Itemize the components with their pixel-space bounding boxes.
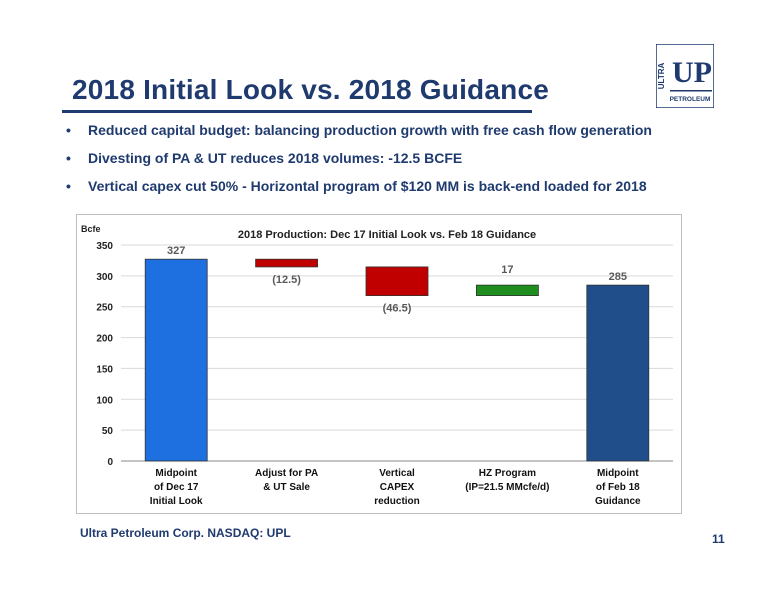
data-label: 285 — [609, 271, 627, 283]
bullet-item: • Reduced capital budget: balancing produ… — [66, 122, 652, 138]
svg-text:PETROLEUM: PETROLEUM — [670, 96, 711, 103]
bar-start-total — [144, 258, 208, 462]
bar-increase — [475, 284, 539, 297]
x-category-label: of Dec 17 — [154, 482, 199, 493]
y-tick-label: 200 — [96, 334, 113, 345]
x-category-label: of Feb 18 — [596, 482, 640, 493]
x-category-label: reduction — [374, 496, 420, 507]
svg-text:UP: UP — [672, 56, 712, 89]
x-category-label: & UT Sale — [263, 482, 310, 493]
x-category-label: Guidance — [595, 496, 641, 507]
page-title: 2018 Initial Look vs. 2018 Guidance — [72, 74, 549, 105]
footer-text: Ultra Petroleum Corp. NASDAQ: UPL — [80, 526, 291, 540]
x-category-label: Midpoint — [597, 468, 639, 479]
waterfall-chart: 2018 Production: Dec 17 Initial Look vs.… — [76, 214, 682, 514]
x-category-label: HZ Program — [479, 468, 536, 479]
y-tick-label: 0 — [107, 457, 113, 468]
y-axis-label: Bcfe — [81, 224, 101, 234]
ultra-petroleum-logo: ULTRA UP PETROLEUM — [655, 43, 715, 109]
chart-title: 2018 Production: Dec 17 Initial Look vs.… — [238, 229, 536, 241]
x-category-label: Adjust for PA — [255, 468, 318, 479]
x-category-label: Midpoint — [155, 468, 197, 479]
y-tick-label: 150 — [96, 364, 113, 375]
x-category-label: CAPEX — [380, 482, 415, 493]
bullet-icon: • — [66, 122, 71, 138]
bullet-list: • Reduced capital budget: balancing produ… — [66, 120, 652, 204]
chart-canvas: 2018 Production: Dec 17 Initial Look vs.… — [81, 224, 673, 507]
y-tick-label: 250 — [96, 303, 113, 314]
bullet-item: • Vertical capex cut 50% - Horizontal pro… — [66, 178, 647, 194]
svg-text:ULTRA: ULTRA — [657, 63, 666, 90]
bar-end-total — [586, 284, 650, 462]
bullet-item: • Divesting of PA & UT reduces 2018 volum… — [66, 150, 463, 166]
bullet-icon: • — [66, 178, 71, 194]
bullet-icon: • — [66, 150, 71, 166]
data-label: (46.5) — [383, 303, 412, 315]
data-label: (12.5) — [272, 274, 301, 286]
bar-decrease — [255, 258, 319, 268]
data-label: 327 — [167, 245, 185, 257]
y-tick-label: 300 — [96, 272, 113, 283]
y-tick-label: 350 — [96, 241, 113, 252]
y-tick-label: 100 — [96, 395, 113, 406]
page-number: 11 — [712, 532, 725, 546]
data-label: 17 — [501, 264, 513, 276]
bar-decrease — [365, 266, 429, 297]
x-category-label: Initial Look — [150, 496, 203, 507]
x-category-label: Vertical — [379, 468, 415, 479]
x-category-label: (IP=21.5 MMcfe/d) — [465, 482, 549, 493]
title-underline — [62, 110, 532, 113]
y-tick-label: 50 — [102, 426, 114, 437]
